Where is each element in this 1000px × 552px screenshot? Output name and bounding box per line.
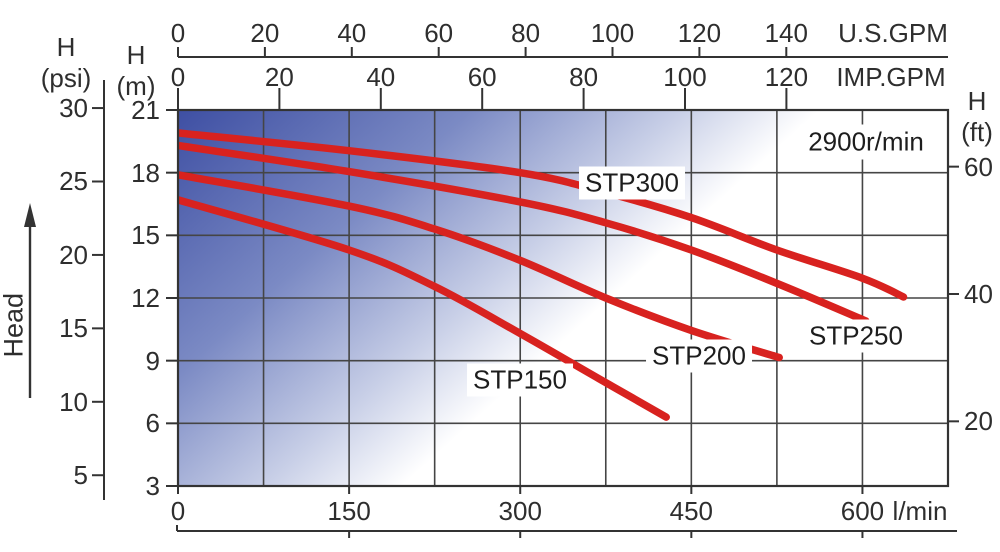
impgpm-tick-120: 120 [764, 62, 809, 92]
m-axis-unit: (m) [116, 70, 156, 101]
impgpm-axis-label: IMP.GPM [836, 62, 946, 92]
usgpm-tick-140: 140 [764, 18, 808, 48]
rpm-annotation: 2900r/min [800, 124, 932, 160]
curve-label-stp250: STP250 [803, 319, 909, 353]
m-tick-3: 3 [145, 471, 160, 501]
m-tick-15: 15 [131, 220, 160, 251]
usgpm-tick-100: 100 [590, 18, 635, 48]
psi-axis-header: H (psi) [31, 32, 101, 93]
m-axis-symbol: H [126, 40, 146, 70]
usgpm-tick-80: 80 [511, 18, 541, 48]
psi-axis-symbol: H [56, 32, 76, 62]
impgpm-tick-40: 40 [366, 62, 396, 92]
lmin-tick-450: 450 [669, 496, 714, 526]
usgpm-tick-120: 120 [677, 18, 722, 48]
psi-tick-10: 10 [59, 386, 88, 417]
psi-tick-15: 15 [59, 313, 88, 344]
lmin-tick-0: 0 [170, 496, 186, 526]
ft-tick-60: 60 [964, 151, 993, 182]
head-arrow [24, 203, 36, 398]
impgpm-tick-100: 100 [663, 62, 707, 92]
curve-stp150 [178, 196, 670, 421]
m-tick-9: 9 [145, 345, 160, 376]
m-tick-21: 21 [131, 95, 160, 125]
usgpm-axis-label: U.S.GPM [838, 18, 948, 48]
impgpm-tick-0: 0 [170, 62, 186, 92]
psi-tick-20: 20 [59, 239, 88, 270]
m-tick-12: 12 [131, 283, 160, 313]
psi-tick-25: 25 [59, 166, 88, 197]
curve-label-stp300: STP300 [579, 166, 685, 200]
ft-tick-20: 20 [964, 406, 993, 437]
ft-axis-header: H (ft) [954, 86, 1000, 147]
m-axis-header: H (m) [106, 40, 166, 101]
impgpm-tick-80: 80 [569, 62, 599, 92]
usgpm-tick-20: 20 [250, 18, 280, 48]
lmin-tick-300: 300 [498, 496, 542, 526]
lmin-tick-600: 600 [840, 496, 885, 526]
ft-axis-unit: (ft) [961, 116, 993, 147]
curve-label-stp200: STP200 [646, 339, 752, 373]
m-tick-18: 18 [131, 157, 160, 188]
psi-tick-5: 5 [73, 460, 88, 491]
lmin-tick-150: 150 [327, 496, 371, 526]
usgpm-tick-0: 0 [170, 18, 186, 48]
usgpm-tick-60: 60 [424, 18, 454, 48]
lmin-axis-label: l/min [892, 496, 948, 526]
psi-axis-unit: (psi) [40, 62, 92, 93]
ft-tick-40: 40 [964, 278, 993, 309]
usgpm-tick-40: 40 [337, 18, 367, 48]
curve-stp250 [178, 141, 870, 325]
impgpm-tick-20: 20 [264, 62, 294, 92]
curve-label-stp150: STP150 [467, 363, 573, 397]
psi-tick-30: 30 [59, 93, 88, 124]
curve-stp200 [178, 171, 783, 362]
impgpm-tick-60: 60 [467, 62, 497, 92]
m-tick-6: 6 [145, 408, 160, 439]
head-axis-label: Head [0, 292, 29, 358]
ft-axis-symbol: H [967, 86, 987, 116]
axis-ticks [92, 47, 959, 538]
